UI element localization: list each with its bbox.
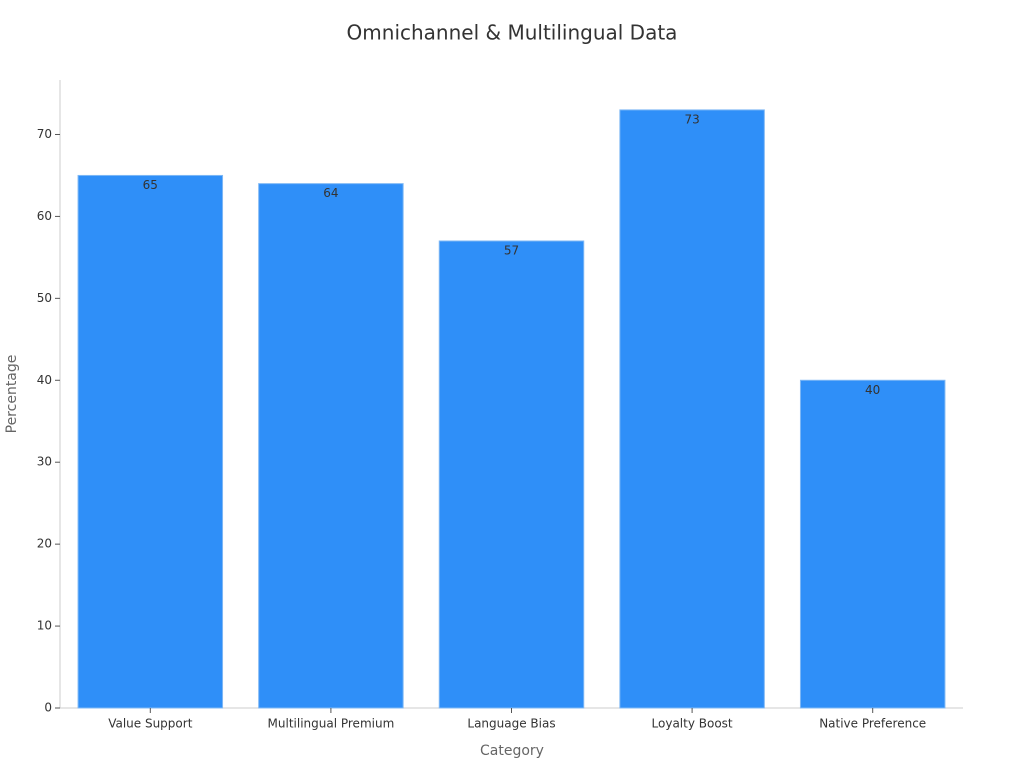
x-tick-label: Loyalty Boost (652, 717, 733, 731)
data-label: 40 (865, 383, 880, 397)
y-tick-label: 70 (37, 127, 52, 141)
x-axis-label: Category (480, 743, 544, 759)
bar (799, 379, 946, 709)
y-axis-label: Percentage (4, 355, 20, 434)
y-tick-label: 0 (44, 701, 52, 715)
data-label: 65 (143, 178, 158, 192)
data-label: 57 (504, 243, 519, 257)
bar (619, 109, 765, 709)
bar (438, 240, 585, 709)
y-tick-label: 60 (37, 209, 52, 223)
data-label: 73 (684, 112, 699, 126)
y-tick-label: 20 (37, 537, 52, 551)
x-tick-label: Multilingual Premium (268, 717, 395, 731)
x-tick-label: Language Bias (467, 717, 555, 731)
chart-title: Omnichannel & Multilingual Data (347, 21, 678, 45)
y-tick-label: 40 (37, 373, 52, 387)
bar (77, 174, 224, 709)
y-tick-label: 10 (37, 619, 52, 633)
y-tick-label: 50 (37, 291, 52, 305)
y-tick-label: 30 (37, 455, 52, 469)
x-tick-label: Native Preference (819, 717, 926, 731)
x-tick-label: Value Support (108, 717, 193, 731)
bar (258, 183, 404, 709)
data-label: 64 (323, 186, 338, 200)
